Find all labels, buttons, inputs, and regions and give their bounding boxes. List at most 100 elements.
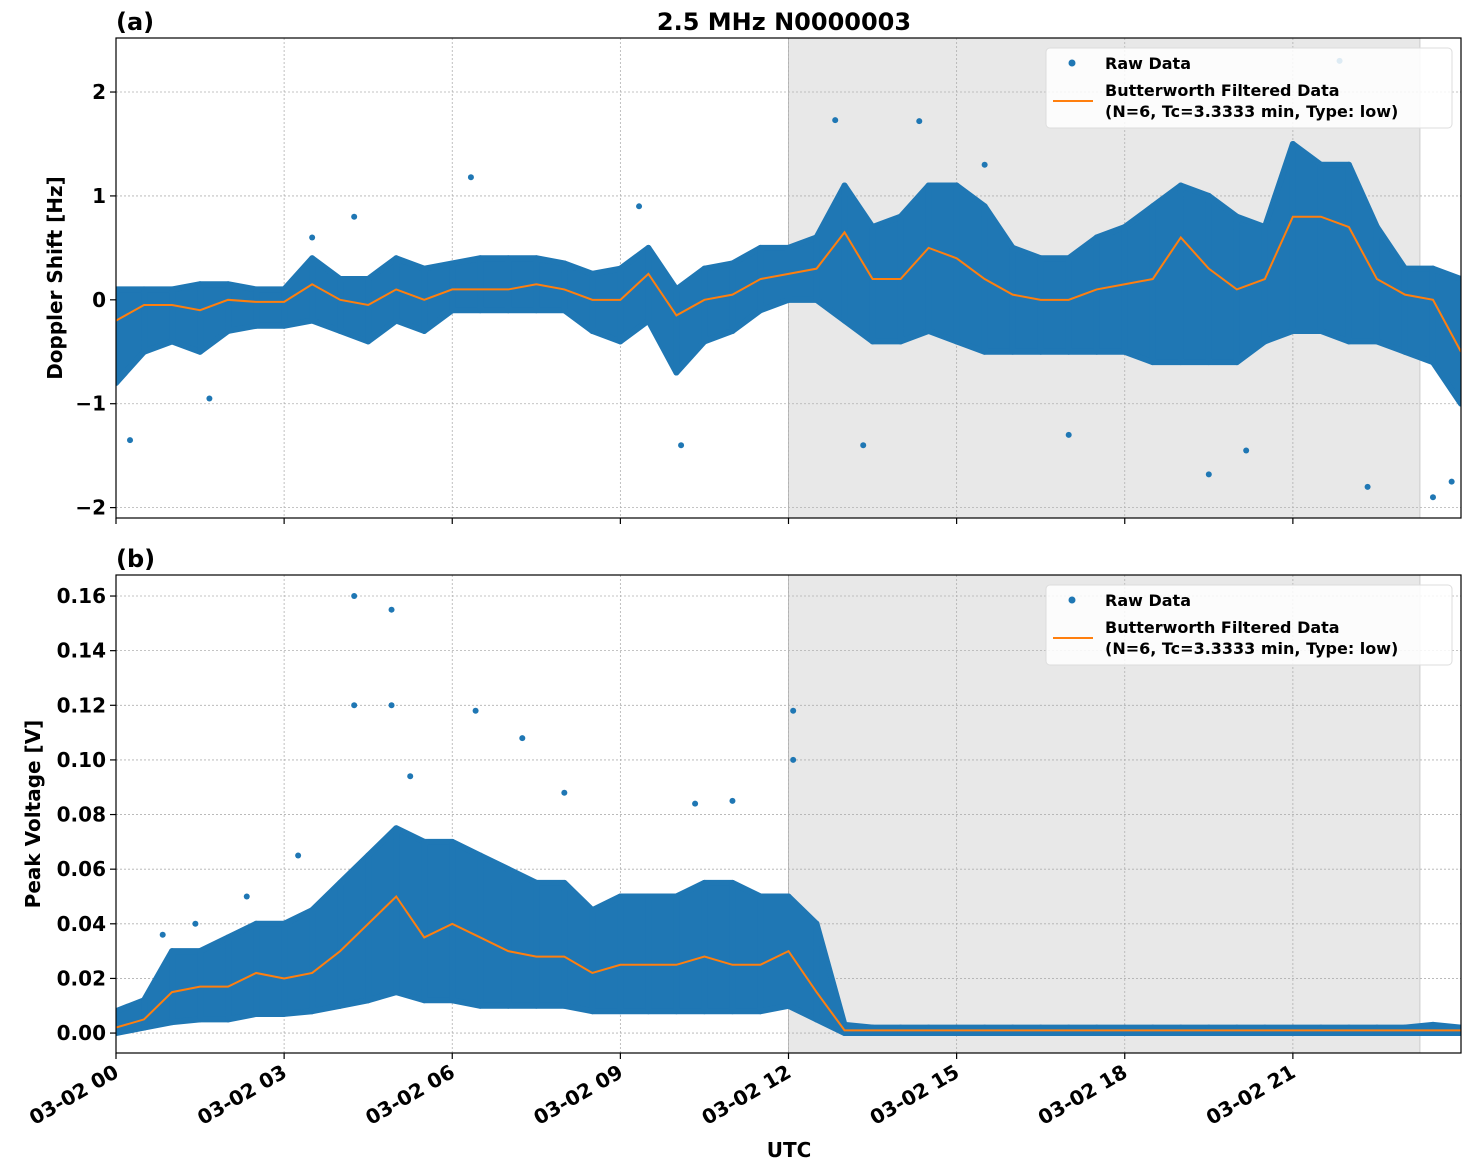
- raw-data-band: [701, 260, 736, 345]
- raw-data-band: [393, 825, 428, 1004]
- raw-data-band: [673, 879, 708, 1015]
- raw-data-band: [197, 281, 232, 355]
- raw-data-band: [561, 879, 596, 1015]
- raw-data-point: [407, 773, 414, 780]
- x-tick-label: 03-02 12: [697, 1060, 795, 1130]
- raw-data-band: [253, 286, 288, 329]
- raw-data-band: [309, 879, 344, 1015]
- legend-box: [1045, 584, 1453, 666]
- legend-label-raw: Raw Data: [1105, 591, 1191, 610]
- raw-data-band: [225, 281, 260, 334]
- raw-data-band: [533, 879, 568, 1009]
- x-axis-ticks: 03-02 00 03-02 03 03-02 06 03-02 09 03-02 12…: [25, 1060, 1299, 1130]
- raw-data-band: [1037, 255, 1072, 355]
- raw-data-point: [388, 702, 395, 709]
- filtered-data-line: [116, 894, 1461, 1032]
- raw-data-band: [197, 934, 232, 1023]
- y-axis-label: Peak Voltage [V]: [21, 720, 45, 909]
- raw-data-point: [1429, 494, 1436, 501]
- raw-data-band: [701, 879, 736, 1015]
- raw-data-point: [192, 920, 199, 927]
- raw-data-band: [337, 852, 372, 1009]
- raw-data-band: [505, 866, 540, 1009]
- legend-label-filtered-params: (N=6, Tc=3.3333 min, Type: low): [1105, 102, 1398, 121]
- legend-label-filtered-params: (N=6, Tc=3.3333 min, Type: low): [1105, 639, 1398, 658]
- raw-data-point: [467, 174, 474, 181]
- raw-data-point: [127, 437, 134, 444]
- y-tick-label: 0.04: [57, 912, 106, 936]
- raw-data-point: [1364, 483, 1371, 490]
- x-tick-label: 03-02 15: [866, 1060, 964, 1130]
- raw-data-point: [388, 606, 395, 613]
- raw-data-point: [1243, 447, 1250, 454]
- y-tick-label: 0: [92, 288, 106, 312]
- y-tick-label: 0.08: [57, 803, 106, 827]
- panel-label: (b): [116, 545, 155, 573]
- raw-data-band: [1401, 265, 1436, 366]
- raw-data-point: [351, 702, 358, 709]
- raw-data-point: [832, 117, 839, 124]
- y-tick-label: 0.02: [57, 966, 106, 990]
- raw-data-band: [225, 920, 260, 1023]
- raw-data-band: [253, 920, 288, 1017]
- raw-data-band: [729, 879, 764, 1015]
- raw-data-point: [1448, 478, 1455, 485]
- y-tick-label: 0.12: [57, 693, 106, 717]
- raw-data-point: [1205, 471, 1212, 478]
- legend-marker-raw: [1068, 59, 1076, 67]
- y-tick-label: 0.10: [57, 748, 106, 772]
- y-axis-label: Doppler Shift [Hz]: [43, 176, 67, 380]
- raw-data-point: [206, 395, 213, 402]
- raw-data-point: [295, 852, 302, 859]
- raw-data-band: [141, 286, 176, 355]
- y-tick-label: 2: [92, 80, 106, 104]
- x-axis-label: UTC: [767, 1138, 812, 1162]
- y-tick-label: 0.00: [57, 1021, 106, 1045]
- panel-label: (a): [116, 8, 154, 36]
- y-tick-label: 1: [92, 184, 106, 208]
- raw-data-point: [916, 118, 923, 125]
- raw-data-point: [790, 756, 797, 763]
- raw-data-band: [449, 838, 484, 1009]
- raw-data-point: [636, 203, 643, 210]
- y-tick-label: −1: [75, 392, 106, 416]
- x-tick-label: 03-02 18: [1034, 1060, 1132, 1130]
- raw-data-band: [1317, 161, 1352, 345]
- raw-data-point: [561, 789, 568, 796]
- raw-data-band: [337, 276, 372, 345]
- raw-data-band: [281, 907, 316, 1017]
- data-layer: [116, 57, 1461, 501]
- raw-data-band: [1177, 182, 1212, 366]
- raw-data-band: [589, 893, 624, 1015]
- raw-data-band: [617, 893, 652, 1015]
- data-layer: [116, 593, 1461, 1037]
- raw-data-point: [351, 593, 358, 600]
- raw-data-band: [673, 265, 708, 376]
- legend: Raw Data Butterworth Filtered Data (N=6, T…: [1045, 47, 1453, 129]
- raw-data-point: [1065, 431, 1072, 438]
- raw-data-point: [243, 893, 250, 900]
- raw-data-band: [925, 182, 960, 345]
- raw-data-band: [1289, 140, 1324, 334]
- legend-label-filtered: Butterworth Filtered Data: [1105, 81, 1340, 100]
- x-tick-label: 03-02 00: [25, 1060, 123, 1130]
- raw-data-band: [116, 997, 148, 1037]
- raw-data-band: [1429, 265, 1461, 407]
- raw-data-point: [309, 234, 316, 241]
- raw-data-band: [477, 852, 512, 1009]
- raw-data-point: [472, 707, 479, 714]
- raw-data-band: [365, 825, 400, 1004]
- legend-marker-raw: [1068, 596, 1076, 604]
- raw-data-band: [1401, 1021, 1436, 1037]
- raw-data-point: [678, 442, 685, 449]
- legend-label-filtered: Butterworth Filtered Data: [1105, 618, 1340, 637]
- raw-data-band: [729, 244, 764, 334]
- x-tick-label: 03-02 09: [529, 1060, 627, 1130]
- raw-data-point: [159, 931, 166, 938]
- raw-data-band: [169, 281, 204, 355]
- raw-data-point: [860, 442, 867, 449]
- panel-a: −2 −1 0 1 2 (a) Doppler Shift [Hz] Raw Data Butt…: [43, 8, 1462, 524]
- x-tick-label: 03-02 03: [193, 1060, 291, 1130]
- legend-label-raw: Raw Data: [1105, 54, 1191, 73]
